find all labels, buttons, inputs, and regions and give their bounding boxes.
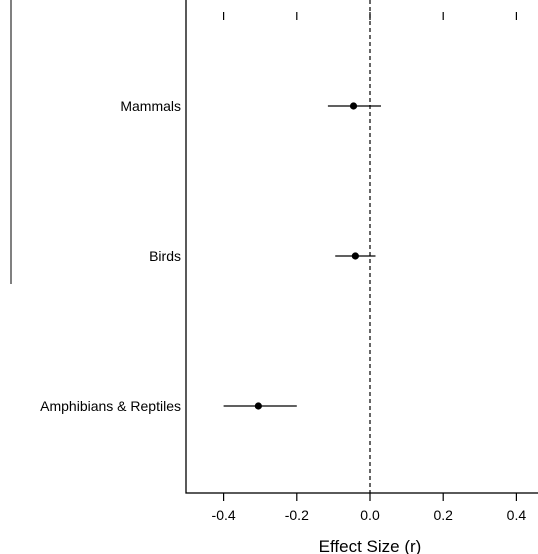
x-tick-label: 0.0 — [360, 507, 380, 523]
x-tick-label: 0.2 — [433, 507, 453, 523]
top-ticks — [223, 12, 518, 20]
x-tick-label: -0.2 — [285, 507, 309, 523]
x-axis-label: Effect Size (r) — [319, 537, 422, 554]
point-estimates — [254, 102, 359, 410]
estimate-point — [254, 402, 262, 410]
estimate-point — [349, 102, 358, 110]
category-label: Mammals — [120, 98, 181, 114]
category-label: Amphibians & Reptiles — [40, 398, 181, 414]
category-labels: Mammals Birds Amphibians & Reptiles — [40, 98, 181, 414]
estimate-point — [351, 252, 359, 260]
x-tick-label: -0.4 — [212, 507, 236, 523]
x-tick-label: 0.4 — [507, 507, 527, 523]
category-label: Birds — [149, 248, 181, 264]
x-axis: -0.4 -0.2 0.0 0.2 0.4 — [212, 493, 527, 523]
plot-frame — [185, 0, 538, 494]
